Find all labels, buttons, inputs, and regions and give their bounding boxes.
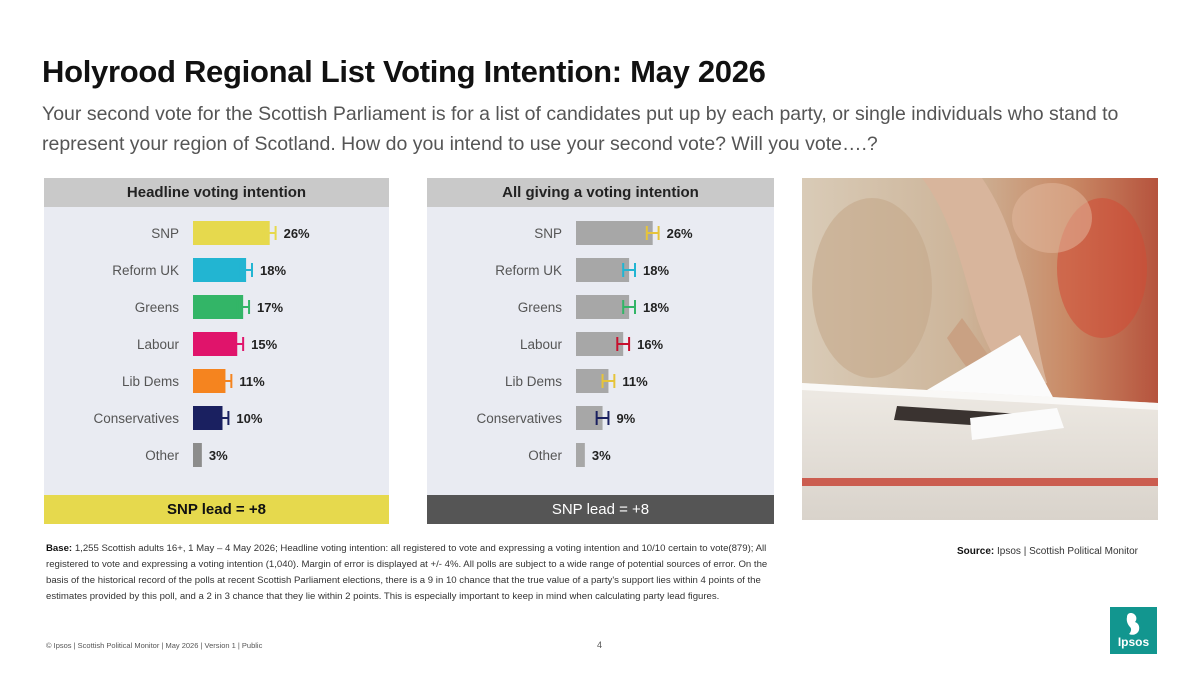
headline-bar-reform-uk — [193, 258, 247, 282]
all-intention-category-label-reform-uk: Reform UK — [495, 263, 562, 278]
page-number: 4 — [597, 640, 603, 650]
headline-value-label-reform-uk: 18% — [260, 263, 286, 278]
all-intention-category-label-snp: SNP — [534, 226, 562, 241]
all-intention-error-bar-reform-uk — [622, 263, 636, 277]
headline-error-bar-lib-dems — [218, 374, 233, 388]
source-text: Ipsos | Scottish Political Monitor — [997, 546, 1139, 557]
base-label: Base: — [46, 543, 73, 554]
headline-lead-banner: SNP lead = +8 — [44, 495, 389, 524]
headline-category-label-snp: SNP — [151, 226, 179, 241]
headline-error-bar-greens — [236, 300, 251, 314]
headline-bar-snp — [193, 221, 270, 245]
all-intention-chart: SNP 26% Reform UK 18% Greens 18% Labour 16% Lib … — [476, 221, 693, 467]
all-intention-bar-snp — [576, 221, 653, 245]
all-intention-error-bar-greens — [622, 300, 636, 314]
headline-category-label-reform-uk: Reform UK — [112, 263, 179, 278]
headline-value-label-other: 3% — [209, 448, 228, 463]
headline-category-label-greens: Greens — [135, 300, 180, 315]
headline-value-label-labour: 15% — [251, 337, 277, 352]
ipsos-logo: Ipsos — [1110, 607, 1157, 654]
headline-value-label-conservatives: 10% — [236, 411, 262, 426]
headline-value-label-snp: 26% — [284, 226, 310, 241]
headline-value-label-greens: 17% — [257, 300, 283, 315]
headline-error-bar-conservatives — [215, 411, 230, 425]
all-intention-value-label-labour: 16% — [637, 337, 663, 352]
all-intention-category-label-other: Other — [528, 448, 562, 463]
headline-chart: SNP 26% Reform UK 18% Greens 17% Labour 15% Lib … — [93, 221, 310, 467]
all-intention-category-label-lib-dems: Lib Dems — [505, 374, 562, 389]
source-note: Source: Ipsos | Scottish Political Monit… — [957, 546, 1138, 557]
headline-chart-panel: Headline voting intention SNP 26% Reform U… — [44, 178, 389, 524]
logo-text: Ipsos — [1117, 635, 1150, 649]
headline-category-label-labour: Labour — [137, 337, 180, 352]
headline-error-bar-labour — [230, 337, 245, 351]
all-intention-category-label-conservatives: Conservatives — [476, 411, 562, 426]
headline-bar-greens — [193, 295, 244, 319]
all-intention-value-label-conservatives: 9% — [616, 411, 635, 426]
all-intention-category-label-labour: Labour — [520, 337, 563, 352]
all-intention-bar-other — [576, 443, 585, 467]
all-intention-error-bar-snp — [645, 226, 660, 240]
all-intention-bar-greens — [576, 295, 630, 319]
all-intention-value-label-lib-dems: 11% — [622, 374, 648, 389]
all-intention-chart-panel: All giving a voting intention SNP 26% Refo… — [427, 178, 774, 524]
all-intention-category-label-greens: Greens — [518, 300, 563, 315]
all-intention-chart-title: All giving a voting intention — [427, 178, 774, 207]
all-intention-error-bar-lib-dems — [601, 374, 616, 388]
all-intention-value-label-snp: 26% — [667, 226, 693, 241]
footer-copyright: © Ipsos | Scottish Political Monitor | M… — [46, 641, 263, 650]
all-intention-error-bar-labour — [616, 337, 631, 351]
all-intention-bar-reform-uk — [576, 258, 630, 282]
headline-value-label-lib-dems: 11% — [239, 374, 265, 389]
headline-category-label-other: Other — [145, 448, 179, 463]
all-intention-error-bar-conservatives — [595, 411, 610, 425]
ballot-box-photo — [802, 178, 1158, 520]
source-label: Source: — [957, 546, 995, 557]
all-intention-value-label-reform-uk: 18% — [643, 263, 669, 278]
headline-error-bar-snp — [262, 226, 277, 240]
headline-bar-labour — [193, 332, 238, 356]
base-text: 1,255 Scottish adults 16+, 1 May – 4 May… — [46, 543, 768, 602]
all-intention-value-label-other: 3% — [592, 448, 611, 463]
headline-bar-other — [193, 443, 202, 467]
base-note: Base: 1,255 Scottish adults 16+, 1 May –… — [46, 541, 786, 605]
all-intention-value-label-greens: 18% — [643, 300, 669, 315]
all-intention-lead-banner: SNP lead = +8 — [427, 495, 774, 524]
page-subtitle: Your second vote for the Scottish Parlia… — [42, 103, 1119, 155]
headline-error-bar-reform-uk — [239, 263, 253, 277]
page-title: Holyrood Regional List Voting Intention:… — [42, 54, 766, 89]
headline-chart-title: Headline voting intention — [44, 178, 389, 207]
headline-category-label-lib-dems: Lib Dems — [122, 374, 179, 389]
headline-category-label-conservatives: Conservatives — [93, 411, 179, 426]
all-intention-bar-labour — [576, 332, 624, 356]
